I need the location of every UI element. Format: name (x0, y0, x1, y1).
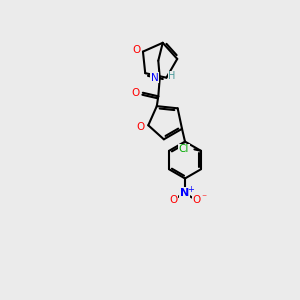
Text: H: H (168, 71, 176, 81)
Text: O: O (132, 45, 141, 55)
Text: O: O (136, 122, 145, 132)
Text: O: O (131, 88, 139, 98)
Text: ⁻: ⁻ (202, 193, 207, 203)
Text: O: O (192, 195, 200, 205)
Text: +: + (187, 185, 194, 194)
Text: N: N (180, 188, 189, 198)
Text: O: O (169, 195, 178, 205)
Text: Cl: Cl (179, 144, 189, 154)
Text: N: N (151, 73, 158, 83)
